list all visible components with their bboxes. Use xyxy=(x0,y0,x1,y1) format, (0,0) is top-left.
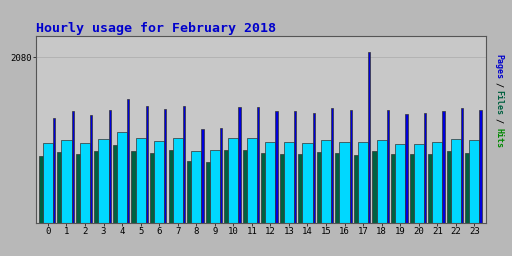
Bar xyxy=(261,153,265,223)
Bar xyxy=(132,151,136,223)
Bar xyxy=(335,153,339,223)
Bar xyxy=(339,142,350,223)
Bar xyxy=(154,141,164,223)
Bar xyxy=(150,153,154,223)
Bar xyxy=(298,154,303,223)
Bar xyxy=(98,139,109,223)
Bar xyxy=(461,108,463,223)
Bar xyxy=(391,154,395,223)
Bar xyxy=(43,143,53,223)
Text: /: / xyxy=(495,113,504,128)
Bar xyxy=(479,110,482,223)
Bar xyxy=(424,113,426,223)
Bar xyxy=(395,144,406,223)
Bar xyxy=(275,111,278,223)
Bar xyxy=(414,144,424,223)
Bar xyxy=(410,154,414,223)
Bar xyxy=(372,151,376,223)
Text: Files: Files xyxy=(495,90,504,115)
Bar xyxy=(80,143,90,223)
Bar xyxy=(57,152,61,223)
Bar xyxy=(446,151,451,223)
Bar xyxy=(168,150,173,223)
Bar xyxy=(321,140,331,223)
Bar xyxy=(224,150,228,223)
Bar xyxy=(280,154,284,223)
Bar xyxy=(127,100,130,223)
Bar xyxy=(94,151,98,223)
Bar xyxy=(428,154,432,223)
Bar xyxy=(331,108,333,223)
Bar xyxy=(432,142,442,223)
Bar xyxy=(265,142,275,223)
Bar xyxy=(294,111,296,223)
Bar xyxy=(257,106,259,223)
Bar xyxy=(191,151,201,223)
Bar xyxy=(247,138,257,223)
Bar xyxy=(358,142,368,223)
Bar xyxy=(76,154,80,223)
Bar xyxy=(376,140,387,223)
Bar xyxy=(387,110,389,223)
Bar xyxy=(206,162,210,223)
Bar xyxy=(117,132,127,223)
Bar xyxy=(146,106,148,223)
Bar xyxy=(243,150,247,223)
Bar xyxy=(136,138,146,223)
Text: Hits: Hits xyxy=(495,128,504,148)
Bar xyxy=(210,150,220,223)
Bar xyxy=(284,142,294,223)
Bar xyxy=(39,156,43,223)
Bar xyxy=(187,162,191,223)
Bar xyxy=(368,52,370,223)
Bar xyxy=(470,140,479,223)
Bar xyxy=(164,109,166,223)
Bar xyxy=(465,153,470,223)
Bar xyxy=(90,115,92,223)
Bar xyxy=(350,110,352,223)
Text: Pages: Pages xyxy=(495,54,504,79)
Bar xyxy=(113,145,117,223)
Bar xyxy=(239,106,241,223)
Bar xyxy=(442,111,444,223)
Bar xyxy=(312,113,315,223)
Bar xyxy=(72,111,74,223)
Bar xyxy=(201,129,204,223)
Bar xyxy=(317,152,321,223)
Bar xyxy=(61,140,72,223)
Bar xyxy=(303,143,312,223)
Bar xyxy=(451,139,461,223)
Bar xyxy=(173,138,183,223)
Bar xyxy=(109,110,111,223)
Bar xyxy=(183,106,185,223)
Text: Hourly usage for February 2018: Hourly usage for February 2018 xyxy=(36,22,276,35)
Bar xyxy=(220,128,222,223)
Text: /: / xyxy=(495,77,504,92)
Bar xyxy=(53,118,55,223)
Bar xyxy=(354,155,358,223)
Bar xyxy=(228,138,239,223)
Bar xyxy=(406,114,408,223)
